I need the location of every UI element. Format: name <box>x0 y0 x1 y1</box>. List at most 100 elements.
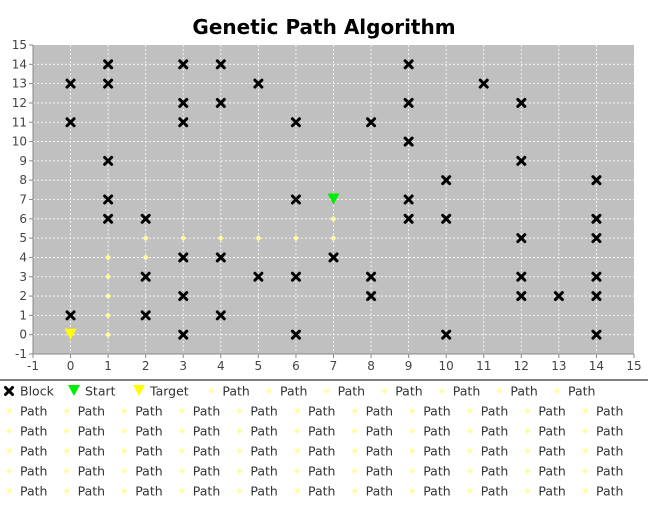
point-block <box>65 117 76 128</box>
legend-label: Path <box>193 484 220 499</box>
diamond-icon <box>294 428 300 434</box>
diamond-icon <box>524 448 531 454</box>
point-block <box>178 59 189 70</box>
diamond-icon <box>524 488 531 494</box>
x-tick-label: 5 <box>255 359 263 373</box>
legend-label: Path <box>193 0 220 3</box>
legend-item: Path <box>481 0 508 3</box>
x-tick-label: 9 <box>405 359 413 373</box>
diamond-icon <box>409 468 416 474</box>
legend-label: Path <box>78 0 105 3</box>
x-tick-label: 10 <box>439 359 454 373</box>
point-block <box>591 291 602 302</box>
diamond-icon <box>6 428 12 434</box>
legend-label: Path <box>308 0 335 3</box>
data-marks <box>64 59 602 340</box>
diamond-icon <box>582 408 588 414</box>
legend-item: Path <box>121 424 163 439</box>
legend-item: Path <box>266 384 307 399</box>
legend-label: Path <box>481 424 508 439</box>
legend-label: Path <box>481 464 508 479</box>
legend-label: Path <box>135 464 162 479</box>
legend-label: Path <box>20 484 47 499</box>
diamond-icon <box>582 468 588 474</box>
legend-item: Path <box>582 484 623 499</box>
legend-item: Path <box>236 424 278 439</box>
legend-item: Path <box>524 444 566 459</box>
legend-label: Path <box>20 464 47 479</box>
legend-item: Path <box>423 0 450 3</box>
diamond-icon <box>438 388 445 394</box>
point-path <box>105 293 112 300</box>
legend-item: Path <box>294 484 335 499</box>
legend-label: Path <box>250 0 277 3</box>
axis-ticks: -1 0 1 2 3 4 5 6 7 8 9 10 11 12 13 14 15-101234567891011… <box>12 38 642 373</box>
legend-label: Path <box>481 444 508 459</box>
legend-label: Path <box>596 424 623 439</box>
diamond-icon <box>294 468 300 474</box>
point-path <box>142 235 149 242</box>
diamond-icon <box>409 408 416 414</box>
diamond-icon <box>351 408 358 414</box>
legend-label: Path <box>423 464 450 479</box>
legend-label: Path <box>193 444 220 459</box>
diamond-icon <box>121 428 128 434</box>
legend-label: Path <box>135 404 162 419</box>
legend-label: Path <box>538 444 565 459</box>
legend-item: Path <box>63 444 105 459</box>
point-path <box>105 273 112 280</box>
legend-label: Path <box>366 464 393 479</box>
legend-item: Path <box>208 384 250 399</box>
legend-item: Path <box>466 424 508 439</box>
legend-item: Path <box>178 444 220 459</box>
diamond-icon <box>236 408 243 414</box>
legend-item: Path <box>366 0 393 3</box>
legend-item: Path <box>121 484 163 499</box>
legend-label: Start <box>85 384 116 399</box>
diamond-icon <box>409 428 416 434</box>
legend-label: Path <box>308 444 335 459</box>
y-tick-label: 3 <box>19 270 27 284</box>
point-path <box>180 235 187 242</box>
legend-label: Path <box>366 484 393 499</box>
legend-label: Path <box>423 0 450 3</box>
legend-item: Path <box>409 404 451 419</box>
legend-item: Path <box>78 0 105 3</box>
legend: Block Start Target Path Path Path Path Path Path… <box>4 0 623 499</box>
y-tick-label: 7 <box>19 193 27 207</box>
x-tick-label: 11 <box>476 359 491 373</box>
y-tick-label: 13 <box>12 77 27 91</box>
legend-label: Path <box>250 424 277 439</box>
y-tick-label: 4 <box>19 250 27 264</box>
legend-label: Path <box>481 404 508 419</box>
point-block <box>441 329 452 340</box>
point-block <box>591 233 602 244</box>
legend-item: Path <box>582 464 623 479</box>
legend-label: Path <box>538 484 565 499</box>
diamond-icon <box>178 448 185 454</box>
legend-label: Path <box>193 404 220 419</box>
legend-label: Path <box>78 404 105 419</box>
legend-item: Path <box>596 0 623 3</box>
legend-label: Path <box>395 384 422 399</box>
point-block <box>516 271 527 282</box>
legend-label: Path <box>366 404 393 419</box>
legend-label: Path <box>78 0 105 3</box>
point-block <box>215 310 226 321</box>
diamond-icon <box>208 388 215 394</box>
legend-item: Path <box>409 444 451 459</box>
legend-item: Path <box>466 404 508 419</box>
x-tick-label: 12 <box>514 359 529 373</box>
diamond-icon <box>63 468 70 474</box>
point-block <box>178 329 189 340</box>
point-block <box>65 78 76 89</box>
legend-label: Path <box>423 484 450 499</box>
legend-item: Path <box>6 404 47 419</box>
x-tick-label: 8 <box>367 359 375 373</box>
diamond-icon <box>6 488 12 494</box>
legend-label: Path <box>250 444 277 459</box>
diamond-icon <box>381 388 388 394</box>
diamond-icon <box>266 388 272 394</box>
point-block <box>103 59 114 70</box>
legend-item: Path <box>294 464 335 479</box>
